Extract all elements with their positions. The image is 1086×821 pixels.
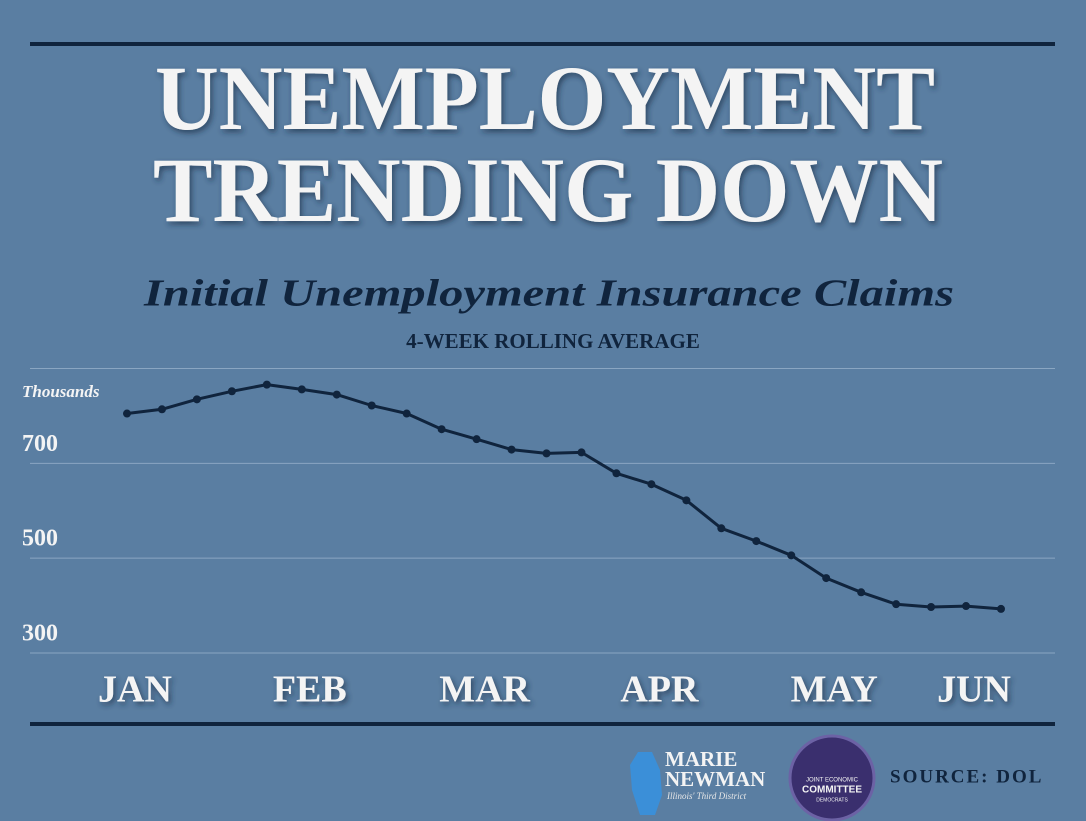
x-tick-label: MAY: [791, 669, 878, 711]
point: [752, 537, 761, 546]
y-tick-label: 700: [22, 431, 58, 457]
line: [126, 383, 1002, 611]
point: [297, 385, 306, 394]
plot: 300 500 700 JAN FEB MAR APR MAY JUN: [22, 368, 1055, 711]
point: [472, 435, 481, 444]
seal-text: DEMOCRATS: [816, 797, 848, 803]
point: [612, 469, 621, 478]
point: [542, 449, 551, 458]
point: [927, 603, 936, 612]
point: [682, 496, 691, 505]
source: SOURCE: DOL: [890, 766, 1043, 787]
y-axis-label: Thousands: [22, 382, 100, 401]
x-tick-label: JAN: [98, 669, 172, 711]
point: [577, 448, 586, 457]
x-tick-label: APR: [620, 669, 699, 711]
seal: [788, 734, 876, 821]
point: [892, 600, 901, 609]
point: [123, 409, 131, 418]
point: [787, 551, 796, 560]
point: [192, 395, 201, 404]
x-tick-label: JUN: [937, 669, 1011, 711]
org-name: NEWMAN: [665, 767, 765, 791]
x-tick-label: FEB: [273, 669, 347, 711]
point: [507, 445, 516, 454]
point: [647, 480, 656, 489]
point: [227, 387, 236, 396]
org-sub: Illinois' Third District: [666, 791, 747, 801]
point: [332, 390, 341, 399]
title-line: UNEMPLOYMENT: [155, 47, 935, 149]
title-line: TRENDING DOWN: [153, 139, 943, 241]
point: [262, 380, 271, 389]
footer: MARIE NEWMAN Illinois' Third District JO…: [630, 734, 1043, 821]
point: [437, 425, 446, 434]
point: [402, 409, 411, 418]
x-tick-label: MAR: [439, 669, 530, 711]
y-tick-label: 500: [22, 526, 58, 552]
org-name: MARIE: [665, 747, 737, 771]
state-icon: [630, 752, 662, 815]
point: [962, 602, 971, 611]
seal-text: JOINT ECONOMIC: [806, 778, 859, 784]
point: [822, 574, 831, 583]
subtitle-2: 4-WEEK ROLLING AVERAGE: [406, 329, 700, 353]
y-tick-label: 300: [22, 621, 58, 647]
point: [367, 401, 376, 410]
point: [717, 524, 726, 533]
subtitle: Initial Unemployment Insurance Claims: [143, 273, 954, 315]
seal-text: COMMITTEE: [802, 785, 862, 796]
point: [157, 405, 166, 414]
point: [997, 604, 1005, 613]
point: [857, 588, 866, 597]
